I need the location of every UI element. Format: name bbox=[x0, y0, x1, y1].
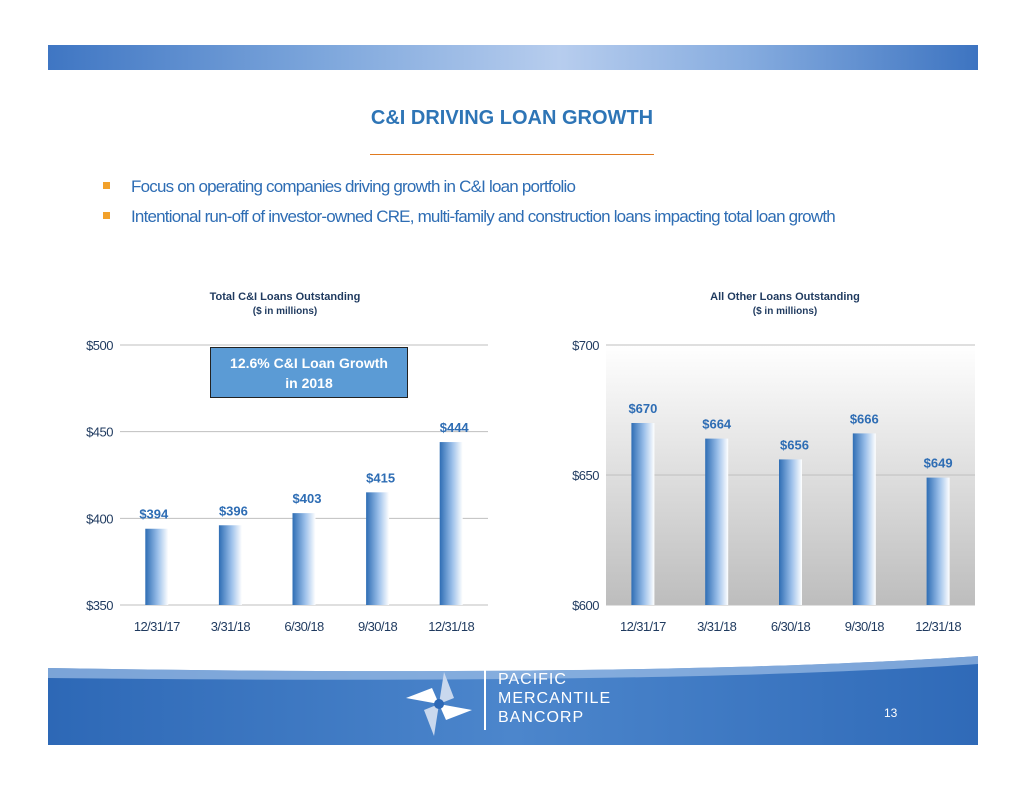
chart-2-x-tick: 6/30/18 bbox=[771, 619, 811, 634]
chart-2-data-label: $649 bbox=[924, 456, 953, 471]
chart-1-y-tick: $350 bbox=[86, 598, 113, 613]
header-band bbox=[48, 45, 978, 70]
chart-2-plot-area bbox=[606, 345, 975, 605]
page-number: 13 bbox=[884, 706, 898, 720]
chart-2-data-label: $670 bbox=[628, 401, 657, 416]
chart-1-title: Total C&I Loans Outstanding bbox=[209, 291, 361, 303]
chart-1-bar bbox=[145, 528, 169, 605]
chart-2-bar bbox=[852, 433, 876, 605]
chart-2-x-tick: 12/31/18 bbox=[915, 619, 961, 634]
chart-2-data-label: $666 bbox=[850, 411, 879, 426]
chart-2-data-label: $664 bbox=[702, 417, 732, 432]
chart-1-bar bbox=[292, 513, 316, 605]
footer-wave bbox=[48, 650, 978, 680]
chart-1-bar bbox=[366, 492, 390, 605]
chart-2-bar bbox=[779, 459, 802, 605]
chart-1-x-tick: 12/31/18 bbox=[428, 619, 474, 634]
chart-2-data-label: $656 bbox=[780, 437, 809, 452]
callout-line-2: in 2018 bbox=[285, 375, 333, 391]
brand-line-1: PACIFIC bbox=[498, 671, 567, 688]
chart-1-x-tick: 9/30/18 bbox=[358, 619, 398, 634]
chart-1-bar bbox=[439, 442, 463, 605]
bullet-1: Focus on operating companies driving gro… bbox=[103, 177, 576, 197]
chart-2-subtitle: ($ in millions) bbox=[752, 306, 818, 317]
chart-2-title: All Other Loans Outstanding bbox=[710, 291, 860, 303]
chart-2-x-tick: 12/31/17 bbox=[620, 619, 666, 634]
bullet-1-text: Focus on operating companies driving gro… bbox=[131, 177, 576, 196]
chart-1-y-tick: $450 bbox=[86, 425, 113, 440]
footer-band bbox=[48, 650, 978, 745]
chart-2-y-tick: $700 bbox=[572, 338, 599, 353]
chart-2-bar bbox=[926, 477, 950, 605]
chart-1-subtitle: ($ in millions) bbox=[252, 306, 318, 317]
chart-1-x-tick: 12/31/17 bbox=[134, 619, 180, 634]
chart-2-bar bbox=[631, 423, 655, 605]
chart-1-y-tick: $500 bbox=[86, 338, 113, 353]
bullet-2: Intentional run-off of investor-owned CR… bbox=[103, 207, 836, 227]
chart-1-bar bbox=[218, 525, 242, 605]
chart-1-data-label: $394 bbox=[139, 507, 169, 522]
chart-1-data-label: $444 bbox=[440, 420, 470, 435]
chart-1-x-tick: 3/31/18 bbox=[211, 619, 251, 634]
chart-1-data-label: $396 bbox=[219, 503, 248, 518]
chart-2-x-tick: 3/31/18 bbox=[697, 619, 737, 634]
bullet-2-text: Intentional run-off of investor-owned CR… bbox=[131, 207, 836, 226]
chart-1-y-tick: $400 bbox=[86, 511, 113, 526]
chart-1-data-label: $415 bbox=[366, 470, 395, 485]
pacific-mercantile-logo-icon bbox=[406, 672, 472, 736]
bullet-marker-icon bbox=[103, 212, 110, 220]
growth-callout: 12.6% C&I Loan Growth in 2018 bbox=[210, 347, 408, 398]
callout-line-1: 12.6% C&I Loan Growth bbox=[230, 355, 388, 371]
chart-2-bar bbox=[705, 438, 729, 605]
title-underline bbox=[370, 154, 654, 155]
brand-divider bbox=[484, 670, 486, 730]
chart-1-data-label: $403 bbox=[293, 491, 322, 506]
brand-line-2: MERCANTILE bbox=[498, 690, 612, 707]
chart-2-x-tick: 9/30/18 bbox=[845, 619, 885, 634]
slide-title: C&I DRIVING LOAN GROWTH bbox=[370, 107, 654, 129]
chart-1-x-tick: 6/30/18 bbox=[284, 619, 324, 634]
bullet-marker-icon bbox=[103, 182, 110, 190]
chart-2-y-tick: $600 bbox=[572, 598, 599, 613]
chart-2-y-tick: $650 bbox=[572, 468, 599, 483]
brand-line-3: BANCORP bbox=[498, 709, 585, 726]
